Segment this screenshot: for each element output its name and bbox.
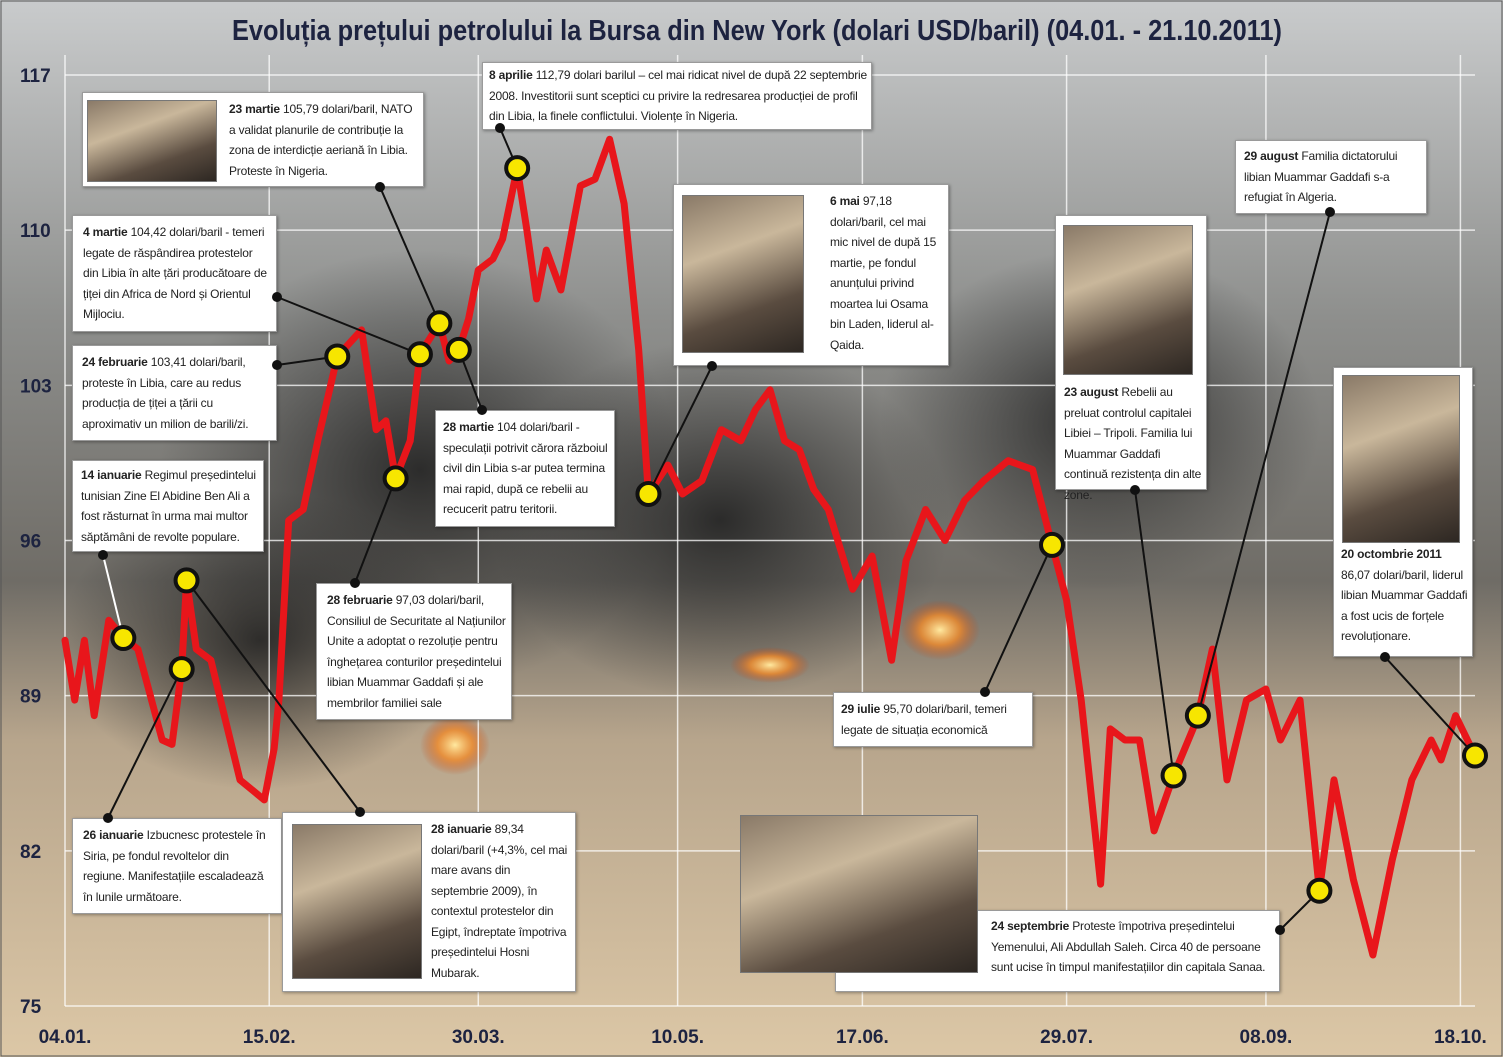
annotation-text: 29 iulie 95,70 dolari/baril, temeri lega… bbox=[841, 699, 1031, 740]
annotation-body: 97,18 dolari/baril, cel mai mic nivel de… bbox=[830, 194, 936, 352]
infographic: Evoluția prețului petrolului la Bursa di… bbox=[0, 0, 1503, 1057]
photo bbox=[682, 195, 804, 353]
fire bbox=[420, 715, 490, 775]
annotation-box: 28 martie 104 dolari/baril - speculații … bbox=[435, 410, 615, 527]
photo bbox=[87, 100, 217, 182]
chart-title: Evoluția prețului petrolului la Bursa di… bbox=[232, 15, 1282, 47]
photo bbox=[1342, 375, 1460, 543]
annotation-heading: 4 martie bbox=[83, 225, 127, 239]
annotation-text: 20 octombrie 2011 86,07 dolari/baril, li… bbox=[1341, 544, 1469, 647]
x-tick-label: 29.07. bbox=[1040, 1027, 1093, 1048]
annotation-body: 97,03 dolari/baril, Consiliul de Securit… bbox=[327, 593, 506, 710]
annotation-box: 14 ianuarie Regimul președintelui tunisi… bbox=[72, 460, 264, 552]
annotation-heading: 6 mai bbox=[830, 194, 860, 208]
annotation-heading: 29 august bbox=[1244, 149, 1298, 163]
y-tick-label: 82 bbox=[20, 842, 41, 863]
annotation-text: 28 martie 104 dolari/baril - speculații … bbox=[443, 417, 611, 520]
annotation-heading: 28 ianuarie bbox=[431, 822, 492, 836]
annotation-box: 29 august Familia dictatorului libian Mu… bbox=[1235, 140, 1427, 214]
annotation-text: 4 martie 104,42 dolari/baril - temeri le… bbox=[83, 222, 271, 325]
annotation-text: 6 mai 97,18 dolari/baril, cel mai mic ni… bbox=[830, 191, 942, 355]
y-tick-label: 89 bbox=[20, 687, 41, 708]
annotation-text: 28 ianuarie 89,34 dolari/baril (+4,3%, c… bbox=[431, 819, 569, 983]
annotation-heading: 23 martie bbox=[229, 102, 280, 116]
annotation-heading: 24 septembrie bbox=[991, 919, 1069, 933]
annotation-heading: 20 octombrie 2011 bbox=[1341, 547, 1442, 561]
annotation-box: 28 februarie 97,03 dolari/baril, Consili… bbox=[316, 583, 512, 720]
annotation-body: 104 dolari/baril - speculații potrivit c… bbox=[443, 420, 607, 516]
annotation-heading: 28 februarie bbox=[327, 593, 393, 607]
x-tick-label: 10.05. bbox=[651, 1027, 704, 1048]
photo bbox=[292, 824, 422, 979]
annotation-box: 29 iulie 95,70 dolari/baril, temeri lega… bbox=[833, 692, 1033, 747]
photo bbox=[740, 815, 978, 973]
annotation-heading: 23 august bbox=[1064, 385, 1118, 399]
fire bbox=[730, 647, 810, 683]
x-tick-label: 18.10. bbox=[1434, 1027, 1487, 1048]
annotation-heading: 28 martie bbox=[443, 420, 494, 434]
x-tick-label: 04.01. bbox=[39, 1027, 92, 1048]
annotation-text: 23 martie 105,79 dolari/baril, NATO a va… bbox=[229, 99, 419, 181]
annotation-heading: 8 aprilie bbox=[489, 68, 533, 82]
annotation-box: 4 martie 104,42 dolari/baril - temeri le… bbox=[72, 215, 277, 332]
x-tick-label: 08.09. bbox=[1240, 1027, 1293, 1048]
annotation-text: 26 ianuarie Izbucnesc protestele în Siri… bbox=[83, 825, 273, 907]
y-tick-label: 117 bbox=[20, 66, 51, 87]
annotation-text: 14 ianuarie Regimul președintelui tunisi… bbox=[81, 465, 257, 547]
annotation-text: 29 august Familia dictatorului libian Mu… bbox=[1244, 146, 1422, 208]
annotation-body: 86,07 dolari/baril, liderul libian Muamm… bbox=[1341, 568, 1467, 644]
annotation-heading: 26 ianuarie bbox=[83, 828, 144, 842]
x-tick-label: 17.06. bbox=[836, 1027, 889, 1048]
annotation-text: 23 august Rebelii au preluat controlul c… bbox=[1064, 382, 1204, 505]
annotation-text: 24 februarie 103,41 dolari/baril, protes… bbox=[82, 352, 270, 434]
annotation-text: 24 septembrie Proteste împotriva președi… bbox=[991, 916, 1276, 978]
y-tick-label: 96 bbox=[20, 532, 41, 553]
y-tick-label: 75 bbox=[20, 997, 42, 1018]
annotation-heading: 29 iulie bbox=[841, 702, 880, 716]
annotation-body: 89,34 dolari/baril (+4,3%, cel mai mare … bbox=[431, 822, 567, 980]
annotation-heading: 14 ianuarie bbox=[81, 468, 142, 482]
annotation-body: 104,42 dolari/baril - temeri legate de r… bbox=[83, 225, 267, 321]
x-tick-label: 15.02. bbox=[243, 1027, 296, 1048]
annotation-heading: 24 februarie bbox=[82, 355, 148, 369]
y-tick-label: 110 bbox=[20, 221, 51, 242]
annotation-body: 112,79 dolari barilul – cel mai ridicat … bbox=[489, 68, 867, 123]
photo bbox=[1063, 225, 1193, 375]
fire bbox=[900, 600, 980, 660]
annotation-text: 28 februarie 97,03 dolari/baril, Consili… bbox=[327, 590, 507, 713]
annotation-body: Rebelii au preluat controlul capitalei L… bbox=[1064, 385, 1201, 502]
annotation-text: 8 aprilie 112,79 dolari barilul – cel ma… bbox=[489, 65, 867, 127]
x-tick-label: 30.03. bbox=[452, 1027, 505, 1048]
annotation-box: 8 aprilie 112,79 dolari barilul – cel ma… bbox=[482, 62, 872, 130]
annotation-box: 24 februarie 103,41 dolari/baril, protes… bbox=[72, 345, 277, 441]
annotation-box: 26 ianuarie Izbucnesc protestele în Siri… bbox=[72, 818, 282, 914]
y-tick-label: 103 bbox=[20, 376, 52, 397]
